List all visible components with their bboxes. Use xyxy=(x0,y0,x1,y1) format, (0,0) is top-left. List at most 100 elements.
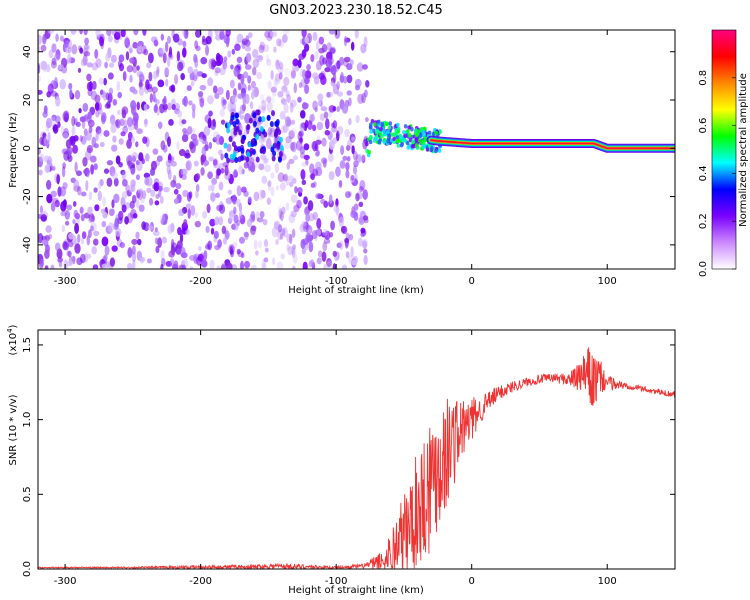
spectrogram-noise-cell xyxy=(82,157,88,167)
spectrogram-noise-cell xyxy=(142,30,147,36)
spectrogram-noise-cell xyxy=(137,190,143,201)
spectrogram-noise-cell xyxy=(267,132,272,139)
spectrogram-noise-cell xyxy=(45,64,51,73)
spectrogram-cluster-cell xyxy=(237,156,242,163)
spectrogram-cluster-cell xyxy=(235,126,240,133)
tone-track-cell xyxy=(403,133,407,139)
spectrogram-cluster-cell xyxy=(279,145,284,152)
spectrogram-noise-cell xyxy=(113,193,120,204)
spectrogram-noise-cell xyxy=(205,45,210,56)
spectrogram-noise-cell xyxy=(312,211,319,221)
spectrogram-noise-cell xyxy=(289,141,295,151)
spectrogram-noise-cell xyxy=(328,30,336,35)
spectrogram-noise-cell xyxy=(300,78,307,88)
spectrogram-noise-cell xyxy=(101,220,107,228)
spectrogram-noise-cell xyxy=(357,93,364,105)
spectrogram-noise-cell xyxy=(111,245,118,252)
spectrogram-noise-cell xyxy=(132,64,138,74)
spectrogram-noise-cell xyxy=(217,86,224,96)
y-tick-label: 1.5 xyxy=(22,337,33,353)
spectrogram-noise-cell xyxy=(104,61,108,69)
x-tick-label: 0 xyxy=(469,276,475,287)
spectrogram-noise-cell xyxy=(195,189,199,199)
spectrogram-cluster-cell xyxy=(256,109,261,116)
spectrogram-noise-cell xyxy=(109,62,115,68)
spectrogram-noise-cell xyxy=(47,131,51,143)
x-tick-label: -100 xyxy=(325,276,348,287)
spectrogram-noise-cell xyxy=(224,164,229,176)
spectrogram-noise-cell xyxy=(255,211,260,221)
x-tick-label: 100 xyxy=(598,576,617,587)
spectrogram-noise-cell xyxy=(195,183,200,192)
spectrogram-noise-cell xyxy=(198,90,204,98)
spectrogram-noise-cell xyxy=(273,220,281,231)
spectrogram-noise-cell xyxy=(98,129,103,137)
spectrogram-noise-cell xyxy=(54,77,58,87)
spectrogram-noise-cell xyxy=(169,53,174,60)
snr-panel: -300 -200 -100 0 100 0.0 0.5 1.0 1.5 Height of … xyxy=(6,324,676,596)
spectrogram-noise-cell xyxy=(314,50,319,60)
snr-series-line xyxy=(38,347,675,569)
spectrogram-noise-cell xyxy=(318,36,325,45)
spectrogram-noise-cell xyxy=(315,161,322,171)
spectrogram-noise-cell xyxy=(113,177,119,187)
spectrogram-noise-cell xyxy=(130,100,137,111)
spectrogram-noise-cell xyxy=(194,212,199,218)
spectrogram-noise-cell xyxy=(177,110,183,118)
spectrogram-noise-cell xyxy=(106,30,112,37)
spectrogram-noise-cell xyxy=(231,194,237,205)
spectrogram-noise-cell xyxy=(214,30,220,36)
spectrogram-noise-cell xyxy=(333,205,340,213)
spectrogram-noise-cell xyxy=(267,95,271,104)
spectrogram-noise-cell xyxy=(118,161,123,168)
spectrogram-noise-cell xyxy=(227,101,233,113)
spectrogram-noise-cell xyxy=(149,169,154,176)
spectrogram-noise-cell xyxy=(74,161,78,173)
spectrogram-noise-cell xyxy=(252,66,257,76)
spectrogram-noise-cell xyxy=(299,152,306,159)
spectrogram-noise-cell xyxy=(138,204,145,212)
tone-track-cell xyxy=(414,137,419,142)
spectrogram-noise-cell xyxy=(141,221,146,230)
spectrogram-noise-cell xyxy=(80,135,87,145)
spectrogram-cluster-cell xyxy=(261,116,266,123)
spectrogram-noise-cell xyxy=(159,103,165,114)
spectrogram-cluster-cell xyxy=(266,114,271,121)
spectrogram-noise-cell xyxy=(282,174,288,183)
spectrogram-noise-cell xyxy=(43,135,50,146)
spectrogram-noise-cell xyxy=(236,33,244,43)
spectrogram-noise-cell xyxy=(95,110,100,118)
spectrogram-noise-cell xyxy=(47,30,55,35)
spectrogram-noise-cell xyxy=(111,171,119,180)
tone-track-cell xyxy=(414,143,419,148)
spectrogram-noise-cell xyxy=(302,261,308,269)
spectrogram-noise-cell xyxy=(77,233,81,243)
spectrogram-noise-cell xyxy=(259,211,265,219)
spectrogram-noise-cell xyxy=(279,211,284,222)
spectrogram-noise-cell xyxy=(144,118,148,125)
spectrogram-noise-cell xyxy=(255,250,259,256)
spectrogram-noise-cell xyxy=(362,215,369,221)
spectrogram-noise-cell xyxy=(141,190,147,200)
spectrogram-noise-cell xyxy=(147,52,154,64)
spectrogram-noise-cell xyxy=(296,199,302,209)
spectrogram-noise-cell xyxy=(142,136,148,144)
spectrogram-noise-cell xyxy=(322,241,328,252)
spectrogram-noise-cell xyxy=(157,181,163,191)
spectrogram-noise-cell xyxy=(290,99,297,108)
spectrogram-noise-cell xyxy=(97,190,102,202)
spectrogram-noise-cell xyxy=(103,168,110,174)
spectrogram-noise-cell xyxy=(202,134,207,142)
spectrogram-noise-cell xyxy=(166,56,171,67)
spectrogram-noise-cell xyxy=(196,256,202,266)
spectrogram-noise-cell xyxy=(181,206,188,214)
spectrogram-noise-cell xyxy=(79,206,84,214)
spectrogram-noise-cell xyxy=(76,170,82,177)
spectrogram-noise-cell xyxy=(94,204,100,212)
spectrogram-noise-cell xyxy=(266,138,272,150)
spectrogram-noise-cell xyxy=(45,225,52,233)
snr-y-axis: 0.0 0.5 1.0 1.5 xyxy=(22,337,675,577)
spectrogram-noise-cell xyxy=(244,39,251,47)
spectrogram-noise-cell xyxy=(332,72,337,84)
